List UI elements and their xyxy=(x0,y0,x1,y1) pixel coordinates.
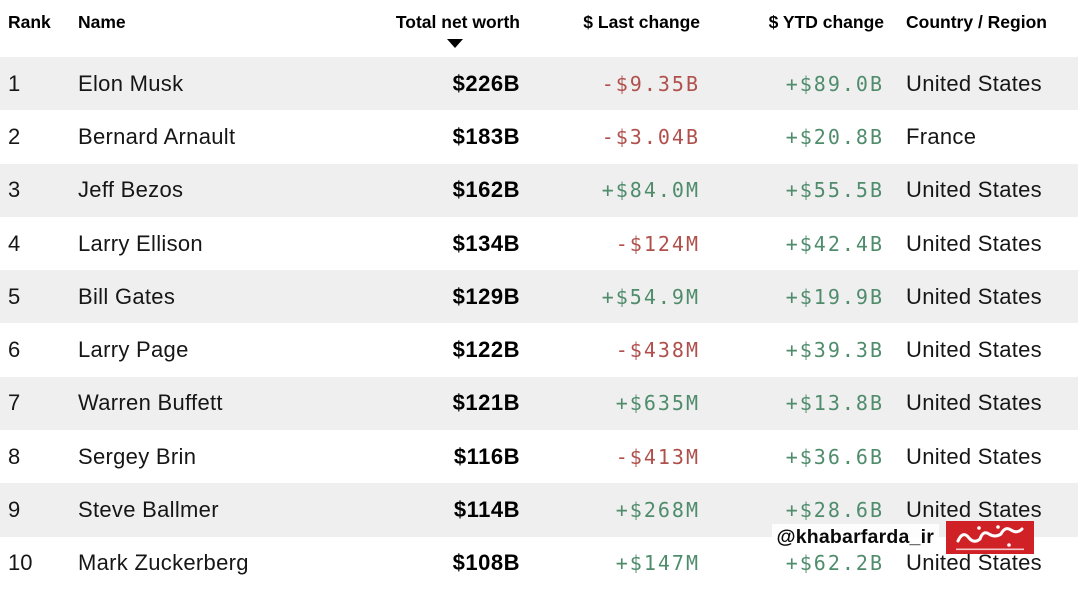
last-change-cell: +$84.0M xyxy=(601,178,700,203)
last-change-cell: +$54.9M xyxy=(601,284,700,309)
rank-cell: 9 xyxy=(8,497,21,523)
khabarfarda-logo-calligraphy xyxy=(956,525,1024,551)
net-worth-cell: $116B xyxy=(453,443,520,469)
last-change-cell: -$3.04B xyxy=(601,124,700,149)
country-cell: France xyxy=(906,123,977,149)
col-header-country[interactable]: Country / Region xyxy=(884,0,1078,57)
country-cell: United States xyxy=(906,497,1042,523)
rank-cell: 4 xyxy=(8,230,21,256)
name-cell: Jeff Bezos xyxy=(78,177,184,203)
net-worth-cell: $183B xyxy=(452,123,520,149)
rank-cell: 5 xyxy=(8,283,21,309)
country-cell: United States xyxy=(906,230,1042,256)
country-cell: United States xyxy=(906,443,1042,469)
last-change-cell: -$9.35B xyxy=(601,71,700,96)
ytd-change-cell: +$55.5B xyxy=(785,178,884,203)
table-row: 4 Larry Ellison $134B -$124M +$42.4B Uni… xyxy=(0,217,1078,270)
name-cell: Warren Buffett xyxy=(78,390,223,416)
col-header-ytd-change[interactable]: $ YTD change xyxy=(700,0,884,57)
rank-cell: 1 xyxy=(8,70,21,96)
country-cell: United States xyxy=(906,283,1042,309)
rank-cell: 10 xyxy=(8,550,33,576)
col-header-country-label: Country / Region xyxy=(906,12,1047,32)
rank-cell: 6 xyxy=(8,337,21,363)
watermark: @khabarfarda_ir خبرفردا xyxy=(771,521,1034,554)
ytd-change-cell: +$89.0B xyxy=(785,71,884,96)
name-cell: Larry Page xyxy=(78,337,189,363)
net-worth-cell: $114B xyxy=(453,497,520,523)
table-row: 8 Sergey Brin $116B -$413M +$36.6B Unite… xyxy=(0,430,1078,483)
net-worth-cell: $162B xyxy=(452,177,520,203)
name-cell: Bill Gates xyxy=(78,283,176,309)
net-worth-cell: $226B xyxy=(452,70,520,96)
country-cell: United States xyxy=(906,550,1042,576)
net-worth-cell: $121B xyxy=(452,390,520,416)
col-header-last-change-label: $ Last change xyxy=(583,12,700,32)
name-cell: Larry Ellison xyxy=(78,230,203,256)
table-row: 7 Warren Buffett $121B +$635M +$13.8B Un… xyxy=(0,376,1078,431)
rank-cell: 7 xyxy=(8,390,21,416)
table-row: 3 Jeff Bezos $162B +$84.0M +$55.5B Unite… xyxy=(0,163,1078,217)
name-cell: Sergey Brin xyxy=(78,443,197,469)
net-worth-cell: $122B xyxy=(452,337,520,363)
table-row: 9 Steve Ballmer $114B +$268M +$28.6B Uni… xyxy=(0,483,1078,537)
rank-cell: 3 xyxy=(8,177,21,203)
last-change-cell: +$635M xyxy=(615,391,700,416)
ytd-change-cell: +$13.8B xyxy=(785,391,884,416)
header-row: Rank Name Total net worth $ Last change … xyxy=(0,0,1078,57)
ytd-change-cell: +$19.9B xyxy=(785,284,884,309)
table-row: 1 Elon Musk $226B -$9.35B +$89.0B United… xyxy=(0,57,1078,111)
rank-cell: 2 xyxy=(8,123,21,149)
col-header-last-change[interactable]: $ Last change xyxy=(520,0,700,57)
table-row: 10 Mark Zuckerberg $108B +$147M +$62.2B … xyxy=(0,537,1078,590)
country-cell: United States xyxy=(906,177,1042,203)
name-cell: Bernard Arnault xyxy=(78,123,236,149)
table-row: 5 Bill Gates $129B +$54.9M +$19.9B Unite… xyxy=(0,270,1078,324)
name-cell: Mark Zuckerberg xyxy=(78,550,249,576)
net-worth-cell: $134B xyxy=(452,230,520,256)
last-change-cell: +$147M xyxy=(615,551,700,576)
sort-desc-icon xyxy=(447,39,463,48)
col-header-net-worth-label: Total net worth xyxy=(395,12,520,32)
last-change-cell: -$124M xyxy=(615,231,700,256)
last-change-cell: +$268M xyxy=(615,498,700,523)
last-change-cell: -$413M xyxy=(615,444,700,469)
table-row: 6 Larry Page $122B -$438M +$39.3B United… xyxy=(0,323,1078,376)
watermark-handle: @khabarfarda_ir xyxy=(771,523,939,552)
col-header-net-worth[interactable]: Total net worth xyxy=(378,0,520,57)
col-header-name[interactable]: Name xyxy=(78,0,378,57)
ytd-change-cell: +$62.2B xyxy=(785,551,884,576)
name-cell: Steve Ballmer xyxy=(78,497,219,523)
net-worth-cell: $129B xyxy=(452,283,520,309)
last-change-cell: -$438M xyxy=(615,338,700,363)
col-header-ytd-change-label: $ YTD change xyxy=(768,12,884,32)
name-cell: Elon Musk xyxy=(78,70,184,96)
ytd-change-cell: +$42.4B xyxy=(785,231,884,256)
rank-cell: 8 xyxy=(8,443,21,469)
khabarfarda-logo: خبرفردا xyxy=(946,521,1034,554)
col-header-rank-label: Rank xyxy=(8,12,51,32)
col-header-rank[interactable]: Rank xyxy=(0,0,78,57)
net-worth-cell: $108B xyxy=(452,550,520,576)
country-cell: United States xyxy=(906,390,1042,416)
country-cell: United States xyxy=(906,70,1042,96)
ytd-change-cell: +$36.6B xyxy=(785,444,884,469)
ytd-change-cell: +$20.8B xyxy=(785,124,884,149)
ytd-change-cell: +$39.3B xyxy=(785,338,884,363)
table-row: 2 Bernard Arnault $183B -$3.04B +$20.8B … xyxy=(0,110,1078,163)
col-header-name-label: Name xyxy=(78,12,126,32)
ytd-change-cell: +$28.6B xyxy=(785,498,884,523)
country-cell: United States xyxy=(906,337,1042,363)
